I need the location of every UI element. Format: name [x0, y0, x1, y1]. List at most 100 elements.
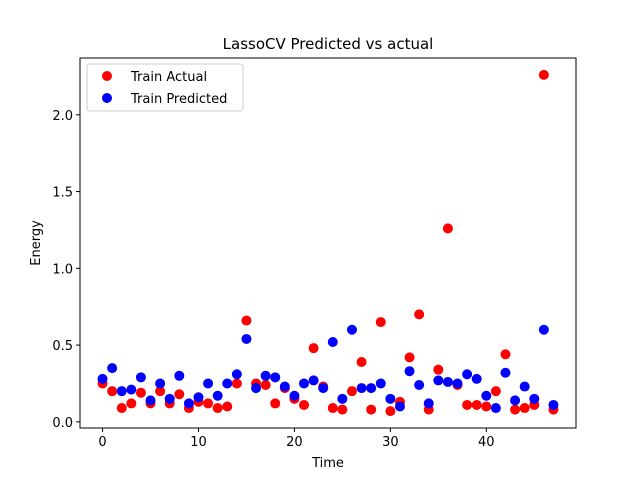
x-tick-label: 10 — [190, 435, 207, 450]
data-point — [203, 378, 214, 389]
data-point — [404, 352, 415, 363]
data-point — [212, 403, 223, 414]
data-point — [231, 378, 242, 389]
data-point — [423, 398, 434, 409]
data-point — [481, 401, 492, 412]
x-tick-label: 20 — [286, 435, 303, 450]
data-point — [548, 399, 559, 410]
data-point — [414, 380, 425, 391]
data-point — [481, 390, 492, 401]
data-point — [164, 393, 175, 404]
data-point — [385, 393, 396, 404]
data-point — [107, 363, 118, 374]
data-point — [126, 398, 137, 409]
data-point — [442, 376, 453, 387]
data-points — [97, 69, 559, 417]
data-point — [327, 337, 338, 348]
x-tick-label: 0 — [98, 435, 106, 450]
data-point — [462, 369, 473, 380]
legend: Train Actual Train Predicted — [86, 63, 244, 112]
data-point — [289, 390, 300, 401]
data-point — [107, 386, 118, 397]
data-point — [366, 383, 377, 394]
data-point — [404, 366, 415, 377]
data-point — [260, 370, 271, 381]
data-point — [500, 367, 511, 378]
legend-marker-train-actual — [102, 71, 112, 81]
legend-label-train-predicted: Train Predicted — [130, 92, 227, 107]
data-point — [337, 393, 348, 404]
axis-ticks: 0 10 20 30 40 0.0 0.5 1.0 1.5 2.0 — [52, 109, 494, 450]
data-point — [260, 380, 271, 391]
data-point — [366, 404, 377, 415]
x-tick-label: 30 — [382, 435, 399, 450]
data-point — [116, 386, 127, 397]
data-point — [346, 324, 357, 335]
data-point — [241, 333, 252, 344]
data-point — [193, 392, 204, 403]
y-tick-label: 1.0 — [52, 262, 73, 277]
data-point — [414, 309, 425, 320]
x-tick-label: 40 — [478, 435, 495, 450]
data-point — [251, 383, 262, 394]
y-tick-label: 2.0 — [52, 109, 73, 124]
data-point — [375, 378, 386, 389]
data-point — [299, 399, 310, 410]
data-point — [145, 395, 156, 406]
data-point — [241, 315, 252, 326]
data-point — [299, 378, 310, 389]
data-point — [155, 378, 166, 389]
data-point — [356, 383, 367, 394]
data-point — [538, 324, 549, 335]
data-point — [500, 349, 511, 360]
data-point — [490, 403, 501, 414]
data-point — [270, 398, 281, 409]
data-point — [327, 403, 338, 414]
data-point — [155, 386, 166, 397]
y-tick-label: 0.0 — [52, 416, 73, 431]
data-point — [529, 393, 540, 404]
data-point — [471, 373, 482, 384]
data-point — [212, 390, 223, 401]
data-point — [135, 387, 146, 398]
plot-frame — [79, 57, 577, 429]
data-point — [375, 317, 386, 328]
y-axis-label: Energy — [29, 220, 44, 266]
data-point — [135, 372, 146, 383]
data-point — [346, 386, 357, 397]
data-point — [452, 378, 463, 389]
y-tick-label: 1.5 — [52, 186, 73, 201]
data-point — [385, 406, 396, 417]
legend-box — [86, 63, 244, 112]
data-point — [510, 404, 521, 415]
data-point — [222, 401, 233, 412]
x-axis-label: Time — [311, 456, 344, 471]
data-point — [433, 364, 444, 375]
data-point — [231, 369, 242, 380]
data-point — [442, 223, 453, 234]
data-point — [471, 399, 482, 410]
data-point — [538, 69, 549, 80]
data-point — [308, 343, 319, 354]
y-tick-label: 0.5 — [52, 339, 73, 354]
data-point — [97, 373, 108, 384]
data-point — [174, 370, 185, 381]
legend-marker-train-predicted — [102, 93, 112, 103]
data-point — [356, 356, 367, 367]
data-point — [433, 375, 444, 386]
data-point — [270, 372, 281, 383]
data-point — [203, 398, 214, 409]
data-point — [490, 386, 501, 397]
data-point — [183, 398, 194, 409]
data-point — [116, 403, 127, 414]
data-point — [222, 378, 233, 389]
data-point — [519, 381, 530, 392]
data-point — [308, 375, 319, 386]
data-point — [174, 389, 185, 400]
data-point — [462, 399, 473, 410]
legend-label-train-actual: Train Actual — [130, 70, 207, 85]
data-point — [519, 403, 530, 414]
series-train-predicted — [97, 324, 559, 414]
